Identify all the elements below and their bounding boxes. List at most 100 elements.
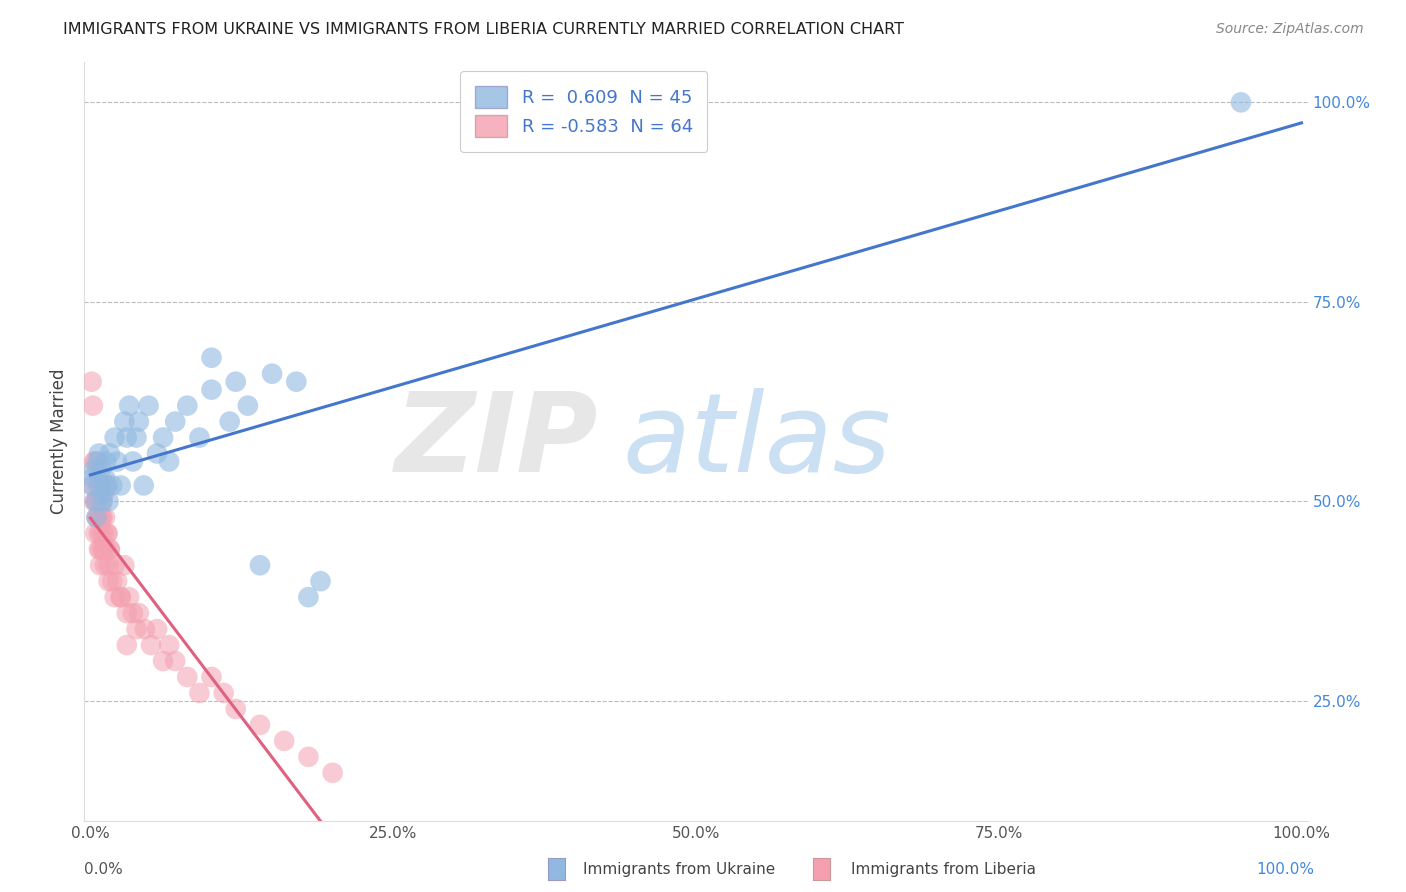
- Point: [96, 542, 118, 557]
- Point: [83, 494, 105, 508]
- Point: [90, 462, 112, 476]
- Point: [139, 638, 162, 652]
- Point: [200, 670, 222, 684]
- Y-axis label: Currently Married: Currently Married: [51, 368, 69, 515]
- Text: 0.0%: 0.0%: [84, 863, 124, 877]
- Point: [101, 478, 124, 492]
- Point: [96, 454, 118, 468]
- Point: [110, 590, 132, 604]
- Point: [97, 574, 120, 589]
- Point: [86, 510, 108, 524]
- Text: 100.0%: 100.0%: [1257, 863, 1315, 877]
- Point: [249, 558, 271, 573]
- Point: [236, 399, 259, 413]
- Point: [90, 526, 112, 541]
- Point: [1230, 95, 1253, 110]
- Point: [84, 494, 107, 508]
- Point: [90, 510, 112, 524]
- Point: [94, 510, 117, 524]
- Text: Immigrants from Ukraine: Immigrants from Ukraine: [583, 863, 776, 877]
- Point: [83, 462, 105, 476]
- Point: [118, 590, 141, 604]
- Point: [104, 431, 127, 445]
- Point: [82, 399, 104, 413]
- Point: [80, 478, 103, 492]
- Point: [87, 526, 110, 541]
- Point: [146, 622, 169, 636]
- Point: [176, 670, 198, 684]
- Point: [297, 749, 319, 764]
- Point: [249, 718, 271, 732]
- Text: Source: ZipAtlas.com: Source: ZipAtlas.com: [1216, 22, 1364, 37]
- Point: [128, 415, 150, 429]
- Point: [200, 383, 222, 397]
- Point: [273, 734, 295, 748]
- Point: [115, 606, 138, 620]
- Point: [82, 470, 104, 484]
- Point: [152, 431, 174, 445]
- Point: [86, 510, 108, 524]
- Point: [225, 375, 247, 389]
- Point: [104, 590, 127, 604]
- Point: [87, 494, 110, 508]
- Point: [87, 542, 110, 557]
- Point: [86, 478, 108, 492]
- Point: [87, 446, 110, 460]
- Point: [90, 478, 112, 492]
- Point: [89, 510, 111, 524]
- Point: [128, 606, 150, 620]
- Point: [98, 542, 121, 557]
- Point: [115, 638, 138, 652]
- Point: [97, 558, 120, 573]
- Point: [94, 470, 117, 484]
- Point: [110, 478, 132, 492]
- Point: [93, 486, 115, 500]
- Point: [225, 702, 247, 716]
- Point: [89, 542, 111, 557]
- Point: [152, 654, 174, 668]
- Point: [134, 622, 156, 636]
- Point: [86, 510, 108, 524]
- Point: [86, 494, 108, 508]
- Point: [105, 454, 128, 468]
- Point: [84, 526, 107, 541]
- Point: [200, 351, 222, 365]
- Point: [96, 478, 118, 492]
- Point: [188, 686, 211, 700]
- Point: [112, 558, 135, 573]
- Point: [96, 526, 118, 541]
- Point: [157, 454, 180, 468]
- Point: [218, 415, 240, 429]
- Point: [83, 454, 105, 468]
- Point: [96, 526, 118, 541]
- Point: [80, 375, 103, 389]
- Point: [96, 478, 118, 492]
- Point: [112, 415, 135, 429]
- Point: [82, 478, 104, 492]
- Point: [121, 454, 143, 468]
- Point: [118, 399, 141, 413]
- Text: atlas: atlas: [623, 388, 891, 495]
- Point: [322, 765, 344, 780]
- Point: [97, 494, 120, 508]
- Point: [121, 606, 143, 620]
- Point: [86, 462, 108, 476]
- Point: [89, 558, 111, 573]
- Point: [125, 431, 148, 445]
- Point: [84, 454, 107, 468]
- Point: [176, 399, 198, 413]
- Point: [132, 478, 155, 492]
- Point: [98, 446, 121, 460]
- Point: [93, 526, 115, 541]
- Point: [262, 367, 284, 381]
- Point: [105, 574, 128, 589]
- Point: [125, 622, 148, 636]
- Point: [297, 590, 319, 604]
- Point: [101, 574, 124, 589]
- Point: [157, 638, 180, 652]
- Point: [91, 494, 114, 508]
- Point: [165, 415, 187, 429]
- Legend: R =  0.609  N = 45, R = -0.583  N = 64: R = 0.609 N = 45, R = -0.583 N = 64: [460, 71, 707, 152]
- Point: [110, 590, 132, 604]
- Point: [285, 375, 308, 389]
